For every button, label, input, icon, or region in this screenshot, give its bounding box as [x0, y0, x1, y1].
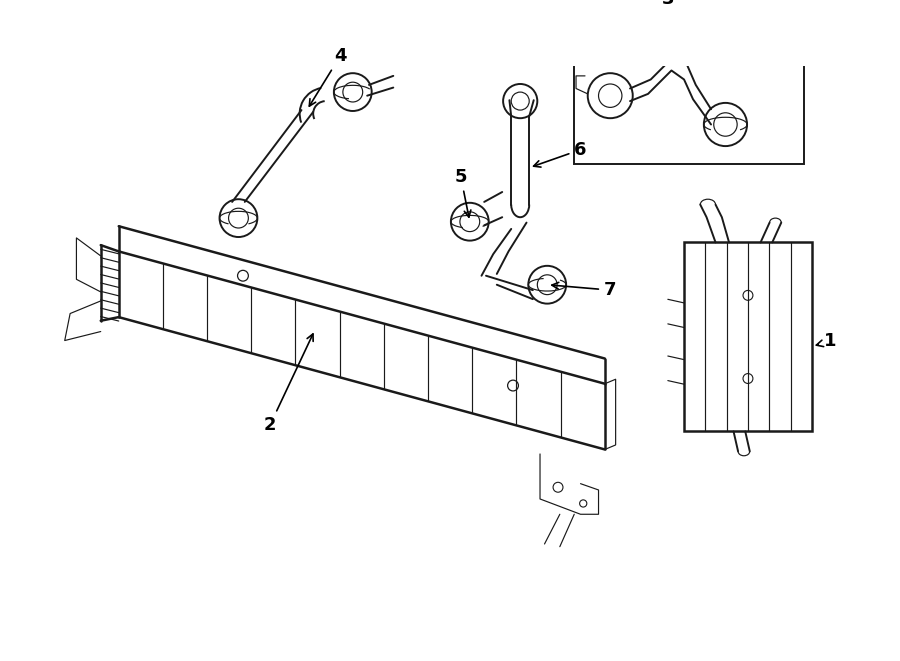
Text: 6: 6: [534, 141, 587, 167]
Text: 4: 4: [310, 47, 346, 106]
Bar: [684, 243, 812, 432]
Text: 2: 2: [264, 334, 313, 434]
Text: 1: 1: [816, 332, 836, 350]
Bar: [574, 19, 804, 164]
Text: 7: 7: [552, 281, 617, 299]
Text: 3: 3: [662, 0, 674, 9]
Text: 5: 5: [454, 168, 471, 217]
